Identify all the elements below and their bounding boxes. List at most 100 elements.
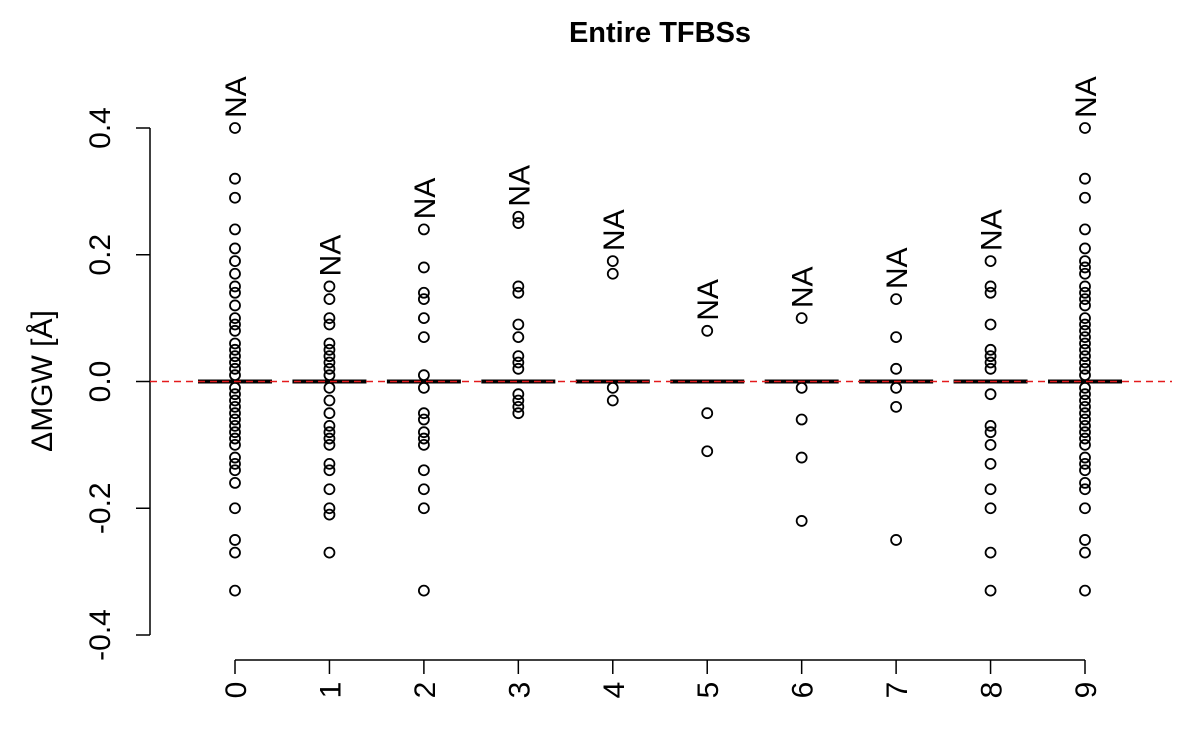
outlier bbox=[1079, 299, 1091, 312]
outlier bbox=[229, 369, 241, 382]
outlier bbox=[229, 343, 241, 356]
outlier bbox=[1079, 546, 1091, 559]
outlier bbox=[984, 388, 997, 401]
outlier bbox=[229, 350, 241, 363]
outlier bbox=[512, 362, 525, 375]
outlier bbox=[1079, 483, 1091, 496]
x-tick-label: 1 bbox=[314, 682, 347, 699]
outlier bbox=[984, 356, 997, 369]
outlier bbox=[323, 546, 336, 559]
outlier bbox=[1079, 438, 1091, 451]
outlier bbox=[890, 400, 903, 413]
outlier bbox=[984, 318, 997, 331]
outlier bbox=[1079, 464, 1091, 477]
outlier bbox=[512, 394, 525, 407]
x-tick-label: 7 bbox=[881, 682, 914, 699]
na-annotation: NA bbox=[598, 209, 631, 251]
outlier bbox=[229, 267, 241, 280]
outlier bbox=[984, 546, 997, 559]
outlier bbox=[512, 331, 525, 344]
outlier bbox=[1079, 318, 1091, 331]
outlier bbox=[323, 337, 336, 350]
x-tick-label: 4 bbox=[598, 682, 631, 699]
outlier bbox=[229, 223, 241, 236]
outlier bbox=[229, 432, 241, 445]
outlier bbox=[417, 432, 430, 445]
outlier bbox=[890, 293, 903, 306]
outlier bbox=[229, 407, 241, 420]
outlier bbox=[984, 280, 997, 293]
outlier bbox=[512, 280, 525, 293]
outlier bbox=[701, 445, 714, 458]
outlier bbox=[229, 337, 241, 350]
outlier bbox=[417, 438, 430, 451]
outlier bbox=[984, 483, 997, 496]
outlier bbox=[1079, 432, 1091, 445]
na-annotation: NA bbox=[503, 165, 536, 207]
chart-title: Entire TFBSs bbox=[569, 17, 751, 49]
outlier bbox=[890, 381, 903, 394]
x-tick-label: 5 bbox=[692, 682, 725, 699]
outlier bbox=[512, 388, 525, 401]
outlier bbox=[1079, 331, 1091, 344]
outlier bbox=[417, 286, 430, 299]
outlier bbox=[323, 381, 336, 394]
y-tick-label: -0.4 bbox=[84, 609, 117, 661]
outlier bbox=[229, 191, 241, 204]
x-tick-label: 6 bbox=[787, 682, 820, 699]
outlier bbox=[417, 483, 430, 496]
outlier bbox=[1079, 407, 1091, 420]
outlier bbox=[512, 286, 525, 299]
outlier bbox=[984, 286, 997, 299]
outlier bbox=[229, 534, 241, 546]
na-annotation: NA bbox=[314, 235, 347, 277]
outlier bbox=[323, 508, 336, 521]
outlier bbox=[1079, 242, 1091, 255]
outlier bbox=[417, 312, 430, 325]
na-annotation: NA bbox=[976, 209, 1009, 251]
outlier bbox=[323, 318, 336, 331]
x-tick-label: 9 bbox=[1070, 682, 1103, 699]
outlier bbox=[229, 172, 241, 185]
outlier bbox=[984, 343, 997, 356]
outlier bbox=[1079, 502, 1091, 515]
outlier bbox=[229, 400, 241, 413]
outlier bbox=[229, 299, 241, 312]
outlier bbox=[229, 381, 241, 394]
outlier bbox=[229, 457, 241, 470]
y-axis-label: ΔMGW [Å] bbox=[26, 310, 59, 452]
outlier bbox=[323, 483, 336, 496]
outlier bbox=[1079, 419, 1091, 432]
outlier bbox=[417, 426, 430, 439]
outlier bbox=[701, 324, 714, 337]
outlier bbox=[323, 457, 336, 470]
na-annotation: NA bbox=[881, 247, 914, 289]
outlier bbox=[606, 394, 619, 407]
outlier bbox=[795, 451, 808, 464]
outlier bbox=[229, 413, 241, 426]
outlier bbox=[229, 438, 241, 451]
outlier bbox=[229, 426, 241, 439]
outlier bbox=[984, 438, 997, 451]
outlier bbox=[795, 413, 808, 426]
outlier bbox=[323, 419, 336, 432]
na-annotation: NA bbox=[409, 178, 442, 220]
outlier bbox=[1079, 172, 1091, 185]
outlier bbox=[323, 369, 336, 382]
outlier bbox=[1079, 267, 1091, 280]
outlier bbox=[512, 217, 525, 229]
outlier bbox=[1079, 343, 1091, 356]
outlier bbox=[229, 255, 241, 267]
outlier bbox=[890, 362, 903, 375]
y-tick-label: 0.4 bbox=[84, 107, 117, 149]
outlier bbox=[1079, 388, 1091, 401]
x-tick-label: 0 bbox=[220, 682, 253, 699]
outlier bbox=[984, 350, 997, 363]
outlier bbox=[512, 400, 525, 413]
outlier bbox=[890, 534, 903, 546]
outlier bbox=[229, 356, 241, 369]
outlier bbox=[1079, 191, 1091, 204]
outlier bbox=[606, 267, 619, 280]
outlier bbox=[1079, 122, 1091, 134]
outlier bbox=[512, 407, 525, 420]
